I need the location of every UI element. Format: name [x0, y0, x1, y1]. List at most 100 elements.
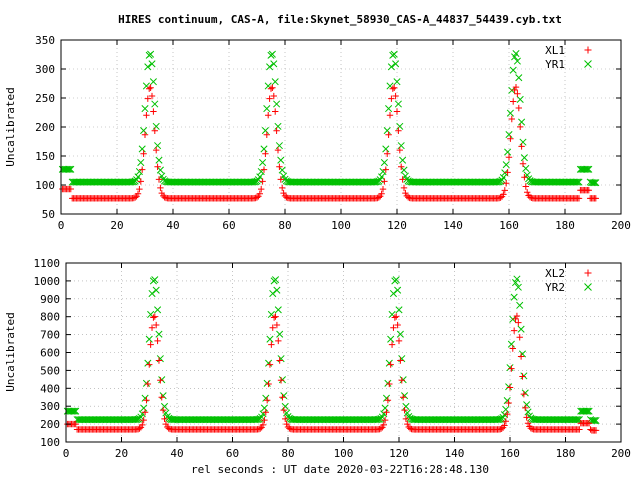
yr2-point [521, 389, 529, 397]
top-panel-grid [61, 40, 621, 214]
yr2-point [271, 276, 280, 284]
xl2-point [515, 319, 522, 326]
yr2-point [263, 379, 271, 387]
xl1-point [132, 194, 139, 201]
xl2-point [508, 365, 515, 372]
xl2-point [257, 425, 264, 432]
yr1-point [575, 178, 583, 186]
xl2-point [502, 418, 510, 425]
yr2-point [381, 404, 389, 412]
xl1-point [391, 84, 398, 91]
x-tick-label: 60 [222, 219, 235, 232]
yr2-point [269, 289, 277, 298]
xl1-point [522, 183, 529, 190]
xl2-point [275, 337, 282, 345]
xl2-point [165, 425, 172, 432]
xl1-point [396, 146, 403, 154]
y-tick-label: 1000 [34, 275, 61, 288]
yr1-point [385, 105, 393, 113]
yr2-point [148, 289, 156, 298]
yr1-point [380, 158, 388, 167]
figure-title: HIRES continuum, CAS-A, file:Skynet_5893… [118, 13, 562, 26]
xl1-point [260, 166, 268, 173]
yr1-point [151, 100, 159, 108]
yr1-point [274, 122, 282, 130]
yr1-point [148, 60, 156, 68]
xl1-point [518, 143, 525, 150]
xl1-point [139, 166, 146, 173]
yr2-point [140, 404, 148, 412]
yr1-point [155, 156, 163, 164]
xl1-point [505, 154, 513, 161]
xl2-point [406, 425, 414, 432]
xl2-point [388, 341, 396, 348]
xl2-point [576, 426, 583, 433]
yr1-point [383, 126, 391, 135]
yr1-point [400, 166, 408, 174]
yr1-point [506, 109, 514, 117]
xl2-point [143, 396, 150, 404]
yr2-point [513, 275, 521, 283]
xl1-point [511, 86, 518, 94]
y-tick-label: 250 [35, 92, 55, 105]
xl2-point [266, 361, 274, 368]
xl2-point [516, 334, 523, 341]
xl2-point [520, 390, 528, 398]
yr1-point [134, 173, 142, 181]
y-tick-label: 50 [42, 208, 55, 221]
xl1-point [497, 194, 504, 201]
x-tick-label: 100 [334, 447, 354, 460]
xl1-point [378, 190, 385, 197]
y-tick-label: 150 [35, 150, 55, 163]
xl1-point [153, 146, 160, 154]
yr1-point [572, 178, 580, 186]
yr2-point [152, 286, 160, 294]
yr1-point [271, 78, 279, 86]
x-tick-label: 200 [611, 447, 631, 460]
xl1-point [379, 185, 387, 193]
xl2-point [273, 321, 281, 329]
x-tick-label: 180 [555, 219, 575, 232]
xl2-point [259, 421, 267, 429]
yr1-point [522, 164, 530, 172]
xl2-point [384, 396, 392, 404]
yr2-point [500, 411, 509, 419]
xl2-point [519, 373, 526, 380]
xl1-point [393, 108, 401, 115]
x-tick-label: 200 [611, 219, 631, 232]
xl1-point [146, 85, 153, 92]
xl2-point [141, 408, 149, 416]
xl1-point [134, 190, 142, 197]
top-panel-series-a [59, 83, 599, 202]
xl2-point [512, 315, 519, 323]
yr2-point [276, 330, 284, 338]
yr1-point [263, 105, 271, 113]
xl1-point [263, 131, 270, 138]
yr2-point [514, 283, 522, 291]
yr1-point [273, 100, 281, 108]
yr2-point [252, 416, 260, 424]
xl2-point [513, 312, 521, 320]
y-tick-label: 100 [35, 179, 55, 192]
yr1-point [502, 161, 510, 169]
yr1-point [396, 122, 404, 130]
yr2-point [154, 306, 162, 314]
yr2-point [402, 402, 410, 410]
xl1-point [519, 160, 527, 167]
yr2-point [589, 416, 597, 425]
xl2-point [510, 327, 518, 334]
xl2-point [139, 421, 146, 429]
yr2-point [131, 416, 139, 424]
xl2-point [263, 396, 271, 404]
xl1-point [277, 176, 284, 183]
yr1-point [515, 74, 523, 82]
yr2-point [505, 383, 513, 391]
yr1-point [270, 60, 278, 68]
yr2-point [585, 407, 593, 415]
xl1-point [526, 193, 534, 201]
x-tick-label: 60 [226, 447, 239, 460]
xl2-point [592, 427, 600, 434]
xl2-point [152, 321, 160, 329]
yr1-point [582, 165, 590, 173]
